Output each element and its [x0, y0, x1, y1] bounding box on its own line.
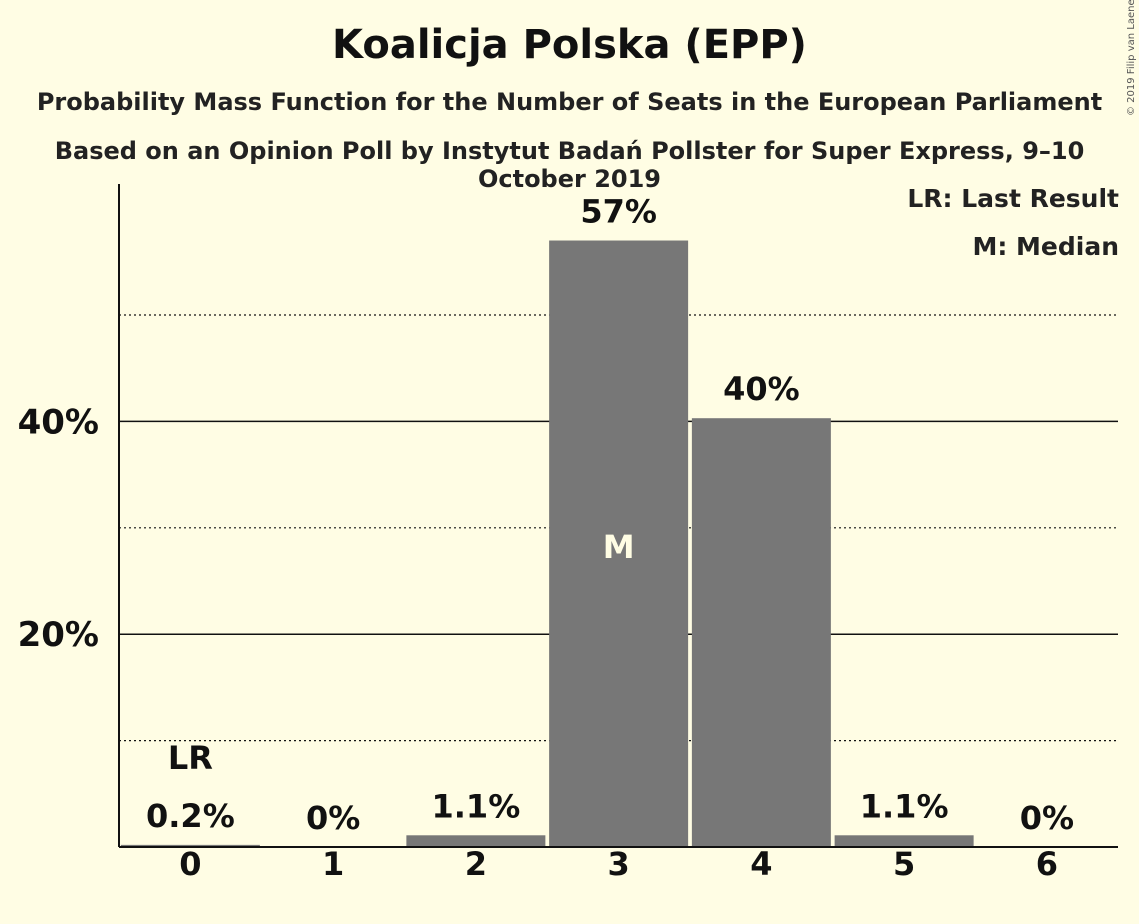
value-label-4: 40% [723, 370, 800, 408]
bar-3 [549, 240, 689, 847]
x-tick-label-1: 1 [322, 845, 344, 883]
bar-5 [834, 835, 974, 847]
x-tick-label-6: 6 [1036, 845, 1058, 883]
x-tick-label-2: 2 [465, 845, 487, 883]
legend-last-result: LR: Last Result [907, 184, 1119, 213]
value-label-bg-4 [713, 369, 810, 408]
bar-0 [120, 844, 260, 847]
value-label-0: 0.2% [146, 797, 235, 835]
bar-2 [406, 835, 546, 847]
x-tick-label-3: 3 [607, 845, 629, 883]
x-tick-label-5: 5 [893, 845, 915, 883]
y-tick-label-0: 20% [18, 615, 99, 655]
x-tick-label-4: 4 [750, 845, 772, 883]
value-label-6: 0% [1020, 799, 1074, 837]
value-label-bg-0 [142, 795, 239, 834]
value-label-bg-1 [285, 798, 382, 836]
y-tick-label-1: 40% [18, 402, 99, 442]
bar-4 [691, 418, 831, 847]
median-marker: M [603, 528, 635, 566]
chart-title: Koalicja Polska (EPP) [332, 22, 807, 68]
value-label-3: 57% [580, 193, 657, 231]
value-label-bg-3 [570, 191, 667, 230]
value-label-bg-6 [998, 798, 1095, 836]
value-label-bg-5 [856, 786, 953, 825]
value-label-bg-2 [427, 786, 524, 825]
x-tick-label-0: 0 [179, 845, 201, 883]
value-label-5: 1.1% [860, 787, 949, 825]
chart-source: Based on an Opinion Poll by Instytut Bad… [54, 137, 1085, 193]
legend-median: M: Median [972, 232, 1119, 261]
last-result-marker: LR [168, 739, 213, 777]
value-label-2: 1.1% [432, 787, 521, 825]
chart-subtitle: Probability Mass Function for the Number… [36, 88, 1103, 116]
value-label-1: 0% [306, 799, 360, 837]
